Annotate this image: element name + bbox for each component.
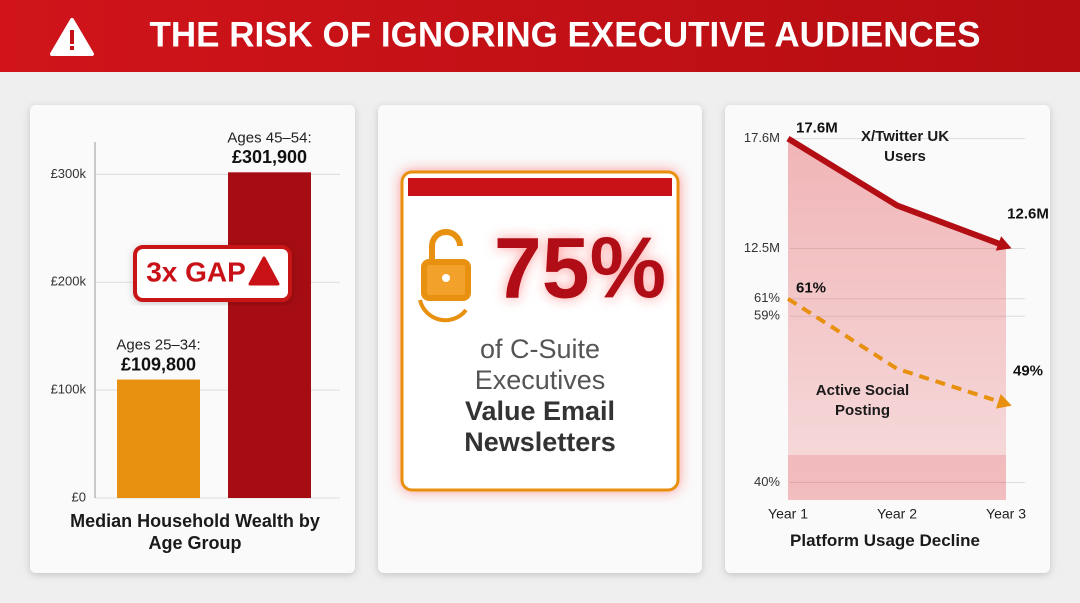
y-tick-label: 12.5M [744, 240, 780, 255]
x-axis-title: Median Household Wealth by Age Group [70, 511, 320, 553]
arrowhead [995, 393, 1012, 409]
series-label: X/Twitter UK Users [860, 128, 950, 166]
value-label: 61% [796, 280, 826, 297]
annotation-icon [248, 256, 280, 286]
x-tick-label: Year 2 [877, 506, 917, 522]
y-tick-label: £0 [72, 489, 86, 504]
stat-text: of C-Suite Executives [474, 334, 606, 395]
line [786, 297, 1007, 406]
value-label: £109,800 [121, 354, 196, 374]
line [786, 136, 1008, 250]
series-label: Active Social Posting [815, 381, 910, 419]
bar [117, 379, 200, 498]
value-label: 49% [1013, 363, 1043, 380]
stat-card [400, 170, 680, 492]
y-tick-label: 40% [754, 474, 780, 489]
y-tick-label: £100k [51, 382, 87, 397]
y-tick-label: 17.6M [744, 130, 780, 145]
lock-icon [418, 229, 471, 323]
value-label: 17.6M [796, 120, 838, 137]
page-title: THE RISK OF IGNORING EXECUTIVE AUDIENCES [149, 15, 980, 54]
category-label: Ages 45–54: [227, 129, 311, 146]
stat-value: 75% [494, 221, 666, 317]
x-tick-label: Year 3 [986, 506, 1026, 522]
warning-dot [70, 46, 74, 50]
x-tick-label: Year 1 [768, 506, 808, 522]
stat-emphasis: Value Email Newsletters [464, 396, 616, 457]
value-label: £301,900 [232, 147, 307, 167]
warning-mark [70, 30, 74, 44]
arrowhead [995, 236, 1012, 251]
header-band [0, 0, 1080, 72]
value-label: 12.6M [1007, 205, 1049, 222]
annotation-box [133, 245, 292, 302]
bar [228, 172, 311, 498]
stat-card-stripe [408, 178, 672, 196]
y-tick-label: £200k [51, 274, 87, 289]
category-label: Ages 25–34: [116, 337, 200, 354]
y-tick-label: £300k [51, 166, 87, 181]
annotation: 3x GAP [146, 256, 246, 287]
y-tick-label: 59% [754, 308, 780, 323]
y-tick-label: 61% [754, 290, 780, 305]
x-axis-title: Platform Usage Decline [790, 531, 980, 550]
